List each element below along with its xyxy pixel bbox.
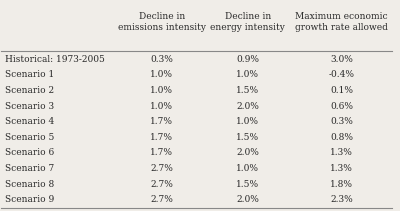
Text: Scenario 2: Scenario 2 (5, 86, 54, 95)
Text: Scenario 7: Scenario 7 (5, 164, 54, 173)
Text: 0.3%: 0.3% (330, 117, 353, 126)
Text: 1.3%: 1.3% (330, 148, 353, 157)
Text: 2.3%: 2.3% (330, 195, 353, 204)
Text: 1.8%: 1.8% (330, 180, 353, 189)
Text: Historical: 1973-2005: Historical: 1973-2005 (5, 55, 105, 64)
Text: Scenario 6: Scenario 6 (5, 148, 54, 157)
Text: 1.7%: 1.7% (150, 148, 173, 157)
Text: 1.5%: 1.5% (236, 133, 259, 142)
Text: 3.0%: 3.0% (330, 55, 353, 64)
Text: Maximum economic
growth rate allowed: Maximum economic growth rate allowed (295, 12, 388, 32)
Text: 1.0%: 1.0% (236, 70, 259, 79)
Text: 1.5%: 1.5% (236, 180, 259, 189)
Text: 2.7%: 2.7% (150, 164, 173, 173)
Text: Scenario 1: Scenario 1 (5, 70, 54, 79)
Text: 1.3%: 1.3% (330, 164, 353, 173)
Text: Scenario 9: Scenario 9 (5, 195, 54, 204)
Text: 1.0%: 1.0% (150, 70, 173, 79)
Text: Scenario 3: Scenario 3 (5, 101, 54, 111)
Text: -0.4%: -0.4% (329, 70, 355, 79)
Text: Decline in
energy intensity: Decline in energy intensity (210, 12, 285, 32)
Text: 0.8%: 0.8% (330, 133, 353, 142)
Text: 2.0%: 2.0% (236, 101, 259, 111)
Text: 2.7%: 2.7% (150, 195, 173, 204)
Text: 0.3%: 0.3% (150, 55, 173, 64)
Text: 1.5%: 1.5% (236, 86, 259, 95)
Text: 0.6%: 0.6% (330, 101, 353, 111)
Text: 0.9%: 0.9% (236, 55, 259, 64)
Text: 1.0%: 1.0% (236, 164, 259, 173)
Text: Scenario 8: Scenario 8 (5, 180, 54, 189)
Text: Scenario 5: Scenario 5 (5, 133, 55, 142)
Text: Scenario 4: Scenario 4 (5, 117, 54, 126)
Text: 1.0%: 1.0% (150, 86, 173, 95)
Text: 1.7%: 1.7% (150, 133, 173, 142)
Text: 1.0%: 1.0% (150, 101, 173, 111)
Text: 2.7%: 2.7% (150, 180, 173, 189)
Text: 0.1%: 0.1% (330, 86, 353, 95)
Text: Decline in
emissions intensity: Decline in emissions intensity (118, 12, 206, 32)
Text: 1.0%: 1.0% (236, 117, 259, 126)
Text: 2.0%: 2.0% (236, 148, 259, 157)
Text: 1.7%: 1.7% (150, 117, 173, 126)
Text: 2.0%: 2.0% (236, 195, 259, 204)
